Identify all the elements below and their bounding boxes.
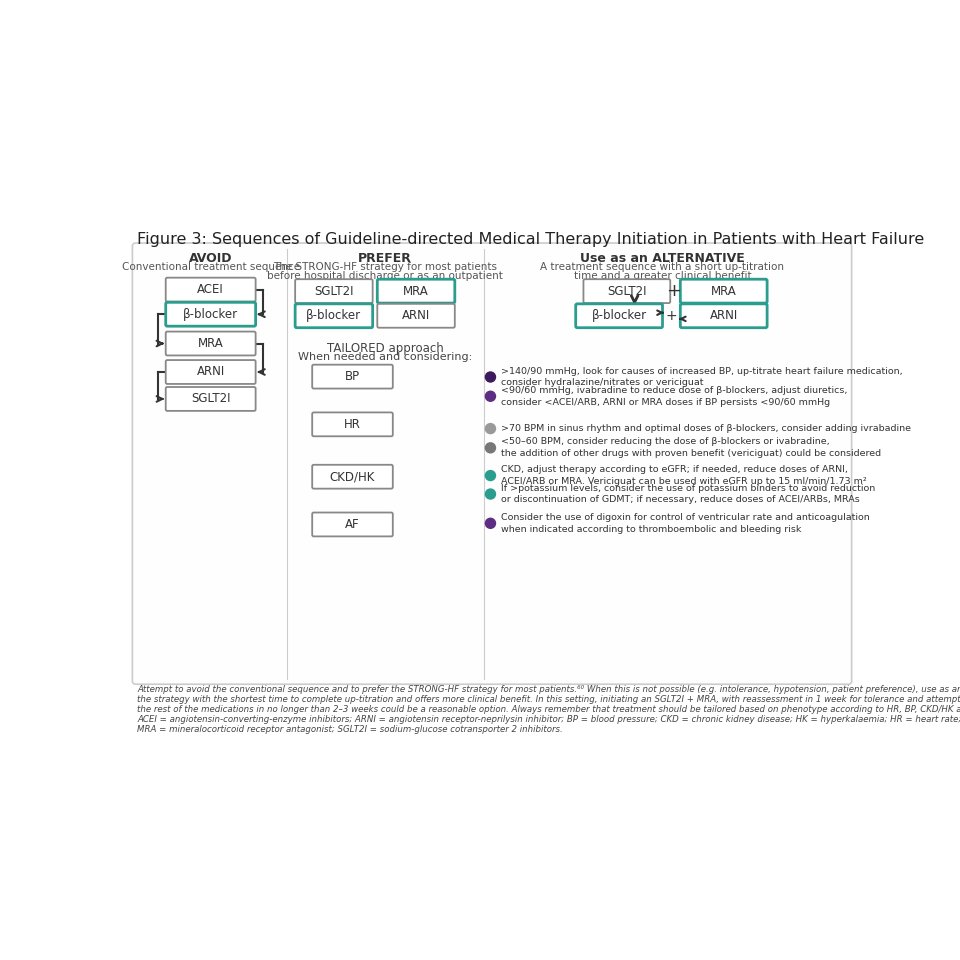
Circle shape [486, 392, 495, 401]
Text: SGLT2I: SGLT2I [607, 285, 647, 298]
Text: >70 BPM in sinus rhythm and optimal doses of β-blockers, consider adding ivrabad: >70 BPM in sinus rhythm and optimal dose… [501, 424, 911, 433]
Text: the rest of the medications in no longer than 2–3 weeks could be a reasonable op: the rest of the medications in no longer… [137, 705, 960, 714]
Text: MRA: MRA [710, 285, 736, 298]
Circle shape [486, 372, 495, 382]
FancyBboxPatch shape [166, 331, 255, 355]
FancyBboxPatch shape [132, 243, 852, 684]
Text: before hospital discharge or as an outpatient: before hospital discharge or as an outpa… [267, 271, 503, 280]
FancyBboxPatch shape [166, 387, 255, 411]
Text: β-blocker: β-blocker [306, 309, 362, 323]
Circle shape [486, 443, 495, 453]
Text: SGLT2I: SGLT2I [314, 285, 353, 298]
Text: AF: AF [346, 518, 360, 531]
Text: The STRONG-HF strategy for most patients: The STRONG-HF strategy for most patients [273, 262, 497, 273]
FancyBboxPatch shape [166, 360, 255, 384]
Text: Attempt to avoid the conventional sequence and to prefer the STRONG-HF strategy : Attempt to avoid the conventional sequen… [137, 685, 960, 694]
FancyBboxPatch shape [295, 304, 372, 327]
Circle shape [486, 489, 495, 499]
FancyBboxPatch shape [681, 279, 767, 303]
FancyBboxPatch shape [377, 279, 455, 303]
Text: If >potassium levels, consider the use of potassium binders to avoid reduction
o: If >potassium levels, consider the use o… [501, 484, 876, 504]
FancyBboxPatch shape [312, 365, 393, 389]
Text: A treatment sequence with a short up-titration: A treatment sequence with a short up-tit… [540, 262, 784, 273]
FancyBboxPatch shape [576, 304, 662, 327]
FancyBboxPatch shape [681, 304, 767, 327]
Text: TAILORED approach: TAILORED approach [326, 343, 444, 355]
Text: +: + [665, 309, 677, 323]
Text: +: + [666, 282, 682, 300]
Text: β-blocker: β-blocker [183, 308, 238, 321]
FancyBboxPatch shape [312, 513, 393, 537]
FancyBboxPatch shape [377, 304, 455, 327]
Text: MRA: MRA [198, 337, 224, 350]
Text: ARNI: ARNI [402, 309, 430, 323]
Text: ACEI: ACEI [198, 283, 224, 296]
Circle shape [486, 423, 495, 434]
Text: ARNI: ARNI [197, 366, 225, 378]
Text: PREFER: PREFER [358, 252, 412, 265]
Text: time and a greater clinical benefit: time and a greater clinical benefit [574, 271, 752, 280]
FancyBboxPatch shape [312, 413, 393, 436]
FancyBboxPatch shape [295, 279, 372, 303]
Text: ARNI: ARNI [709, 309, 738, 323]
Text: ACEI = angiotensin-converting-enzyme inhibitors; ARNI = angiotensin receptor-nep: ACEI = angiotensin-converting-enzyme inh… [137, 715, 960, 724]
Text: When needed and considering:: When needed and considering: [298, 351, 472, 362]
FancyBboxPatch shape [166, 302, 255, 326]
Text: Use as an ALTERNATIVE: Use as an ALTERNATIVE [580, 252, 745, 265]
Text: AVOID: AVOID [189, 252, 232, 265]
Text: Figure 3: Sequences of Guideline-directed Medical Therapy Initiation in Patients: Figure 3: Sequences of Guideline-directe… [137, 232, 924, 248]
Text: HR: HR [344, 418, 361, 431]
Text: β-blocker: β-blocker [591, 309, 647, 323]
Text: CKD, adjust therapy according to eGFR; if needed, reduce doses of ARNI,
ACEI/ARB: CKD, adjust therapy according to eGFR; i… [501, 466, 867, 486]
Text: Consider the use of digoxin for control of ventricular rate and anticoagulation
: Consider the use of digoxin for control … [501, 513, 870, 534]
Circle shape [486, 470, 495, 481]
Text: Conventional treatment sequence: Conventional treatment sequence [122, 261, 300, 272]
Circle shape [486, 518, 495, 528]
Text: >140/90 mmHg, look for causes of increased BP, up-titrate heart failure medicati: >140/90 mmHg, look for causes of increas… [501, 367, 903, 388]
Text: <50–60 BPM, consider reducing the dose of β-blockers or ivabradine,
the addition: <50–60 BPM, consider reducing the dose o… [501, 438, 881, 458]
Text: <90/60 mmHg, ivabradine to reduce dose of β-blockers, adjust diuretics,
consider: <90/60 mmHg, ivabradine to reduce dose o… [501, 386, 848, 407]
Text: MRA: MRA [403, 285, 429, 298]
Text: the strategy with the shortest time to complete up-titration and offers more cli: the strategy with the shortest time to c… [137, 695, 960, 704]
Text: CKD/HK: CKD/HK [330, 470, 375, 483]
Text: SGLT2I: SGLT2I [191, 393, 230, 405]
FancyBboxPatch shape [166, 277, 255, 301]
Text: BP: BP [345, 371, 360, 383]
Text: MRA = mineralocorticoid receptor antagonist; SGLT2I = sodium-glucose cotransport: MRA = mineralocorticoid receptor antagon… [137, 725, 563, 734]
FancyBboxPatch shape [312, 465, 393, 489]
FancyBboxPatch shape [584, 279, 670, 303]
